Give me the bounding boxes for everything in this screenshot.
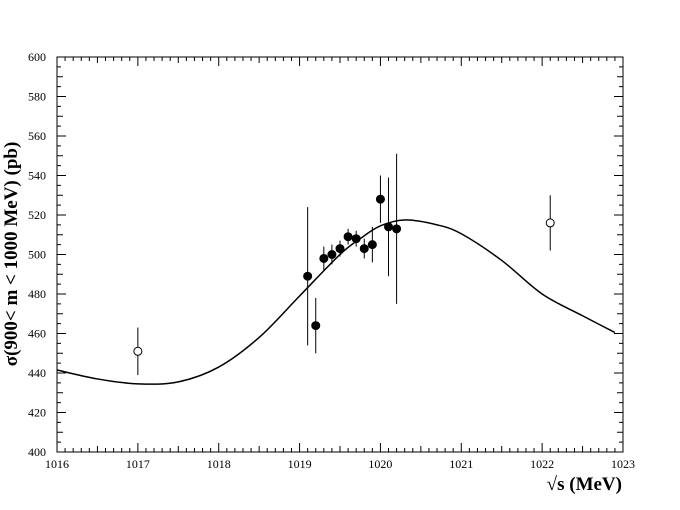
data-points (133, 194, 555, 356)
y-tick-label: 560 (28, 129, 46, 143)
filled-data-point (367, 240, 377, 250)
y-tick-label: 480 (28, 287, 46, 301)
filled-data-point (335, 244, 345, 254)
x-axis-title: √s (MeV) (547, 474, 622, 495)
fit-curve (56, 219, 616, 385)
y-axis-ticks (57, 56, 623, 453)
y-tick-label: 420 (28, 406, 46, 420)
y-tick-label: 400 (28, 445, 46, 459)
y-tick-label: 460 (28, 327, 46, 341)
error-bars (137, 153, 551, 375)
filled-data-point (343, 232, 353, 242)
filled-data-point (375, 194, 385, 204)
open-data-point (545, 218, 555, 228)
x-tick-label: 1022 (530, 457, 554, 471)
y-axis-tick-labels: 400 420 440 460 480 500 520 540 560 580 600 (28, 50, 46, 459)
y-tick-label: 440 (28, 366, 46, 380)
x-tick-label: 1017 (126, 457, 150, 471)
y-tick-label: 540 (28, 169, 46, 183)
y-axis-title: σ(900< m < 1000 MeV) (pb) (1, 142, 22, 367)
open-data-point (133, 346, 143, 356)
x-tick-label: 1018 (207, 457, 231, 471)
x-tick-label: 1020 (368, 457, 392, 471)
filled-data-point (359, 244, 369, 254)
filled-data-point (319, 253, 329, 263)
filled-data-point (392, 224, 402, 234)
y-tick-label: 500 (28, 248, 46, 262)
x-axis-tick-labels: 1016 1017 1018 1019 1020 1021 1022 1023 (45, 457, 635, 471)
filled-data-point (384, 222, 394, 232)
fit-curve-layer (56, 219, 616, 385)
x-tick-label: 1019 (288, 457, 312, 471)
filled-data-point (303, 271, 313, 281)
filled-data-point (311, 321, 321, 331)
x-tick-label: 1021 (449, 457, 473, 471)
y-tick-label: 580 (28, 90, 46, 104)
x-axis-ticks (56, 57, 624, 452)
x-tick-label: 1016 (45, 457, 69, 471)
x-tick-label: 1023 (611, 457, 635, 471)
filled-data-point (351, 234, 361, 244)
y-tick-label: 520 (28, 208, 46, 222)
y-tick-label: 600 (28, 50, 46, 64)
filled-data-point (327, 250, 337, 259)
